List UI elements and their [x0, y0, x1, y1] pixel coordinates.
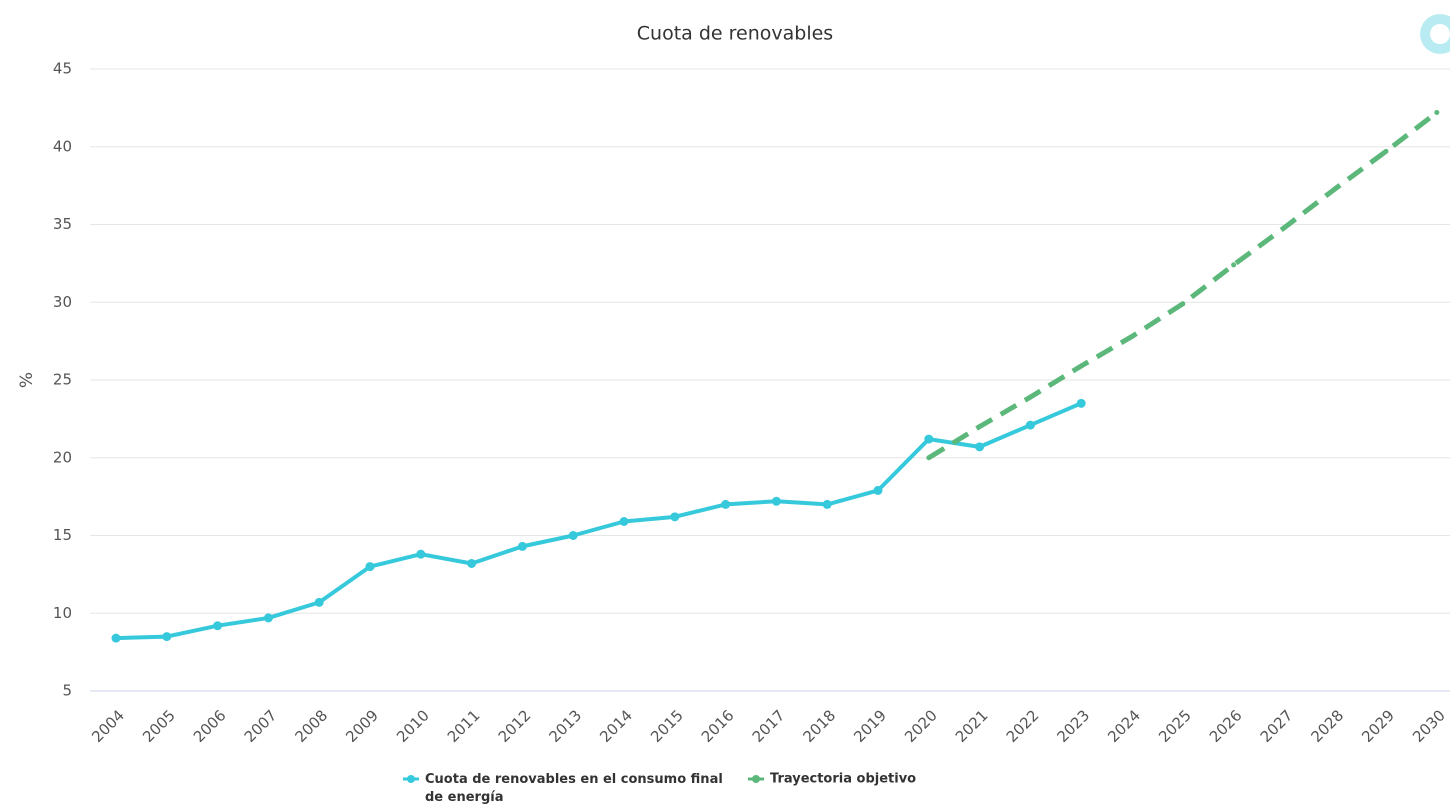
- point: [977, 424, 983, 430]
- x-tick-label: 2026: [1206, 706, 1246, 746]
- point: [1076, 398, 1086, 408]
- x-tick-label: 2027: [1257, 706, 1297, 746]
- legend-line: Cuota de renovables en el consumo final: [425, 772, 723, 787]
- point: [467, 558, 477, 568]
- point: [619, 517, 629, 527]
- x-tick-label: 2020: [901, 706, 941, 746]
- x-tick-label: 2008: [291, 706, 331, 746]
- y-tick-label: 45: [53, 60, 72, 78]
- y-tick-label: 40: [53, 137, 72, 155]
- x-tick-label: 2024: [1104, 706, 1144, 746]
- x-tick-label: 2028: [1307, 706, 1347, 746]
- point: [1180, 301, 1186, 307]
- point: [1332, 186, 1338, 192]
- x-tick-label: 2017: [749, 706, 789, 746]
- point: [1281, 225, 1287, 231]
- y-tick-label: 5: [62, 682, 72, 700]
- x-tick-label: 2012: [495, 706, 535, 746]
- point: [975, 442, 985, 452]
- point: [365, 562, 375, 572]
- x-tick-label: 2013: [545, 706, 585, 746]
- y-axis-label: %: [17, 372, 37, 388]
- point: [822, 499, 832, 509]
- legend-item: Cuota de renovables en el consumo final d…: [403, 772, 723, 804]
- chart-title: Cuota de renovables: [637, 23, 833, 45]
- point: [213, 621, 223, 631]
- point: [721, 499, 731, 509]
- y-tick-label: 30: [53, 293, 72, 311]
- x-tick-label: 2004: [88, 706, 128, 746]
- x-tick-label: 2016: [698, 706, 738, 746]
- series-line: [927, 110, 1439, 460]
- point: [1231, 262, 1237, 268]
- x-tick-label: 2021: [952, 706, 992, 746]
- point: [771, 496, 781, 506]
- x-tick-label: 2018: [799, 706, 839, 746]
- point: [670, 512, 680, 522]
- point: [568, 531, 578, 540]
- legend-line: de energía: [425, 790, 503, 804]
- x-tick-label: 2006: [190, 706, 230, 746]
- point: [1027, 394, 1033, 400]
- legend-label: Trayectoria objetivo: [770, 772, 916, 787]
- x-tick-label: 2005: [139, 706, 179, 746]
- point: [1129, 333, 1135, 339]
- point: [263, 613, 273, 623]
- point: [1078, 363, 1084, 369]
- point: [1025, 420, 1035, 430]
- y-tick-label: 15: [53, 526, 72, 544]
- point: [924, 434, 934, 444]
- point: [873, 485, 883, 495]
- x-tick-label: 2010: [393, 706, 433, 746]
- x-tick-label: 2022: [1003, 706, 1043, 746]
- y-tick-label: 10: [53, 604, 72, 622]
- legend-marker: [752, 775, 760, 783]
- x-tick-label: 2015: [647, 706, 687, 746]
- x-tick-label: 2030: [1409, 706, 1449, 746]
- x-tick-label: 2007: [241, 706, 281, 746]
- point: [517, 541, 527, 551]
- point: [1434, 110, 1440, 116]
- series-line: [115, 401, 1082, 641]
- x-tick-label: 2019: [850, 706, 890, 746]
- point: [314, 597, 324, 607]
- x-tick-label: 2025: [1155, 706, 1195, 746]
- legend-marker: [407, 775, 415, 783]
- x-tick-label: 2023: [1053, 706, 1093, 746]
- y-tick-label: 25: [53, 371, 72, 389]
- x-tick-label: 2009: [342, 706, 382, 746]
- legend-label: Cuota de renovables en el consumo final d…: [425, 772, 723, 804]
- logo: [1420, 14, 1450, 54]
- y-tick-label: 35: [53, 215, 72, 233]
- point: [416, 549, 426, 559]
- y-tick-label: 20: [53, 448, 72, 466]
- x-tick-label: 2011: [444, 706, 484, 746]
- point: [1383, 148, 1389, 154]
- x-tick-label: 2029: [1358, 706, 1398, 746]
- point: [111, 633, 121, 643]
- point: [162, 632, 172, 642]
- x-tick-label: 2014: [596, 706, 636, 746]
- legend-item: Trayectoria objetivo: [748, 772, 916, 787]
- point: [926, 455, 932, 461]
